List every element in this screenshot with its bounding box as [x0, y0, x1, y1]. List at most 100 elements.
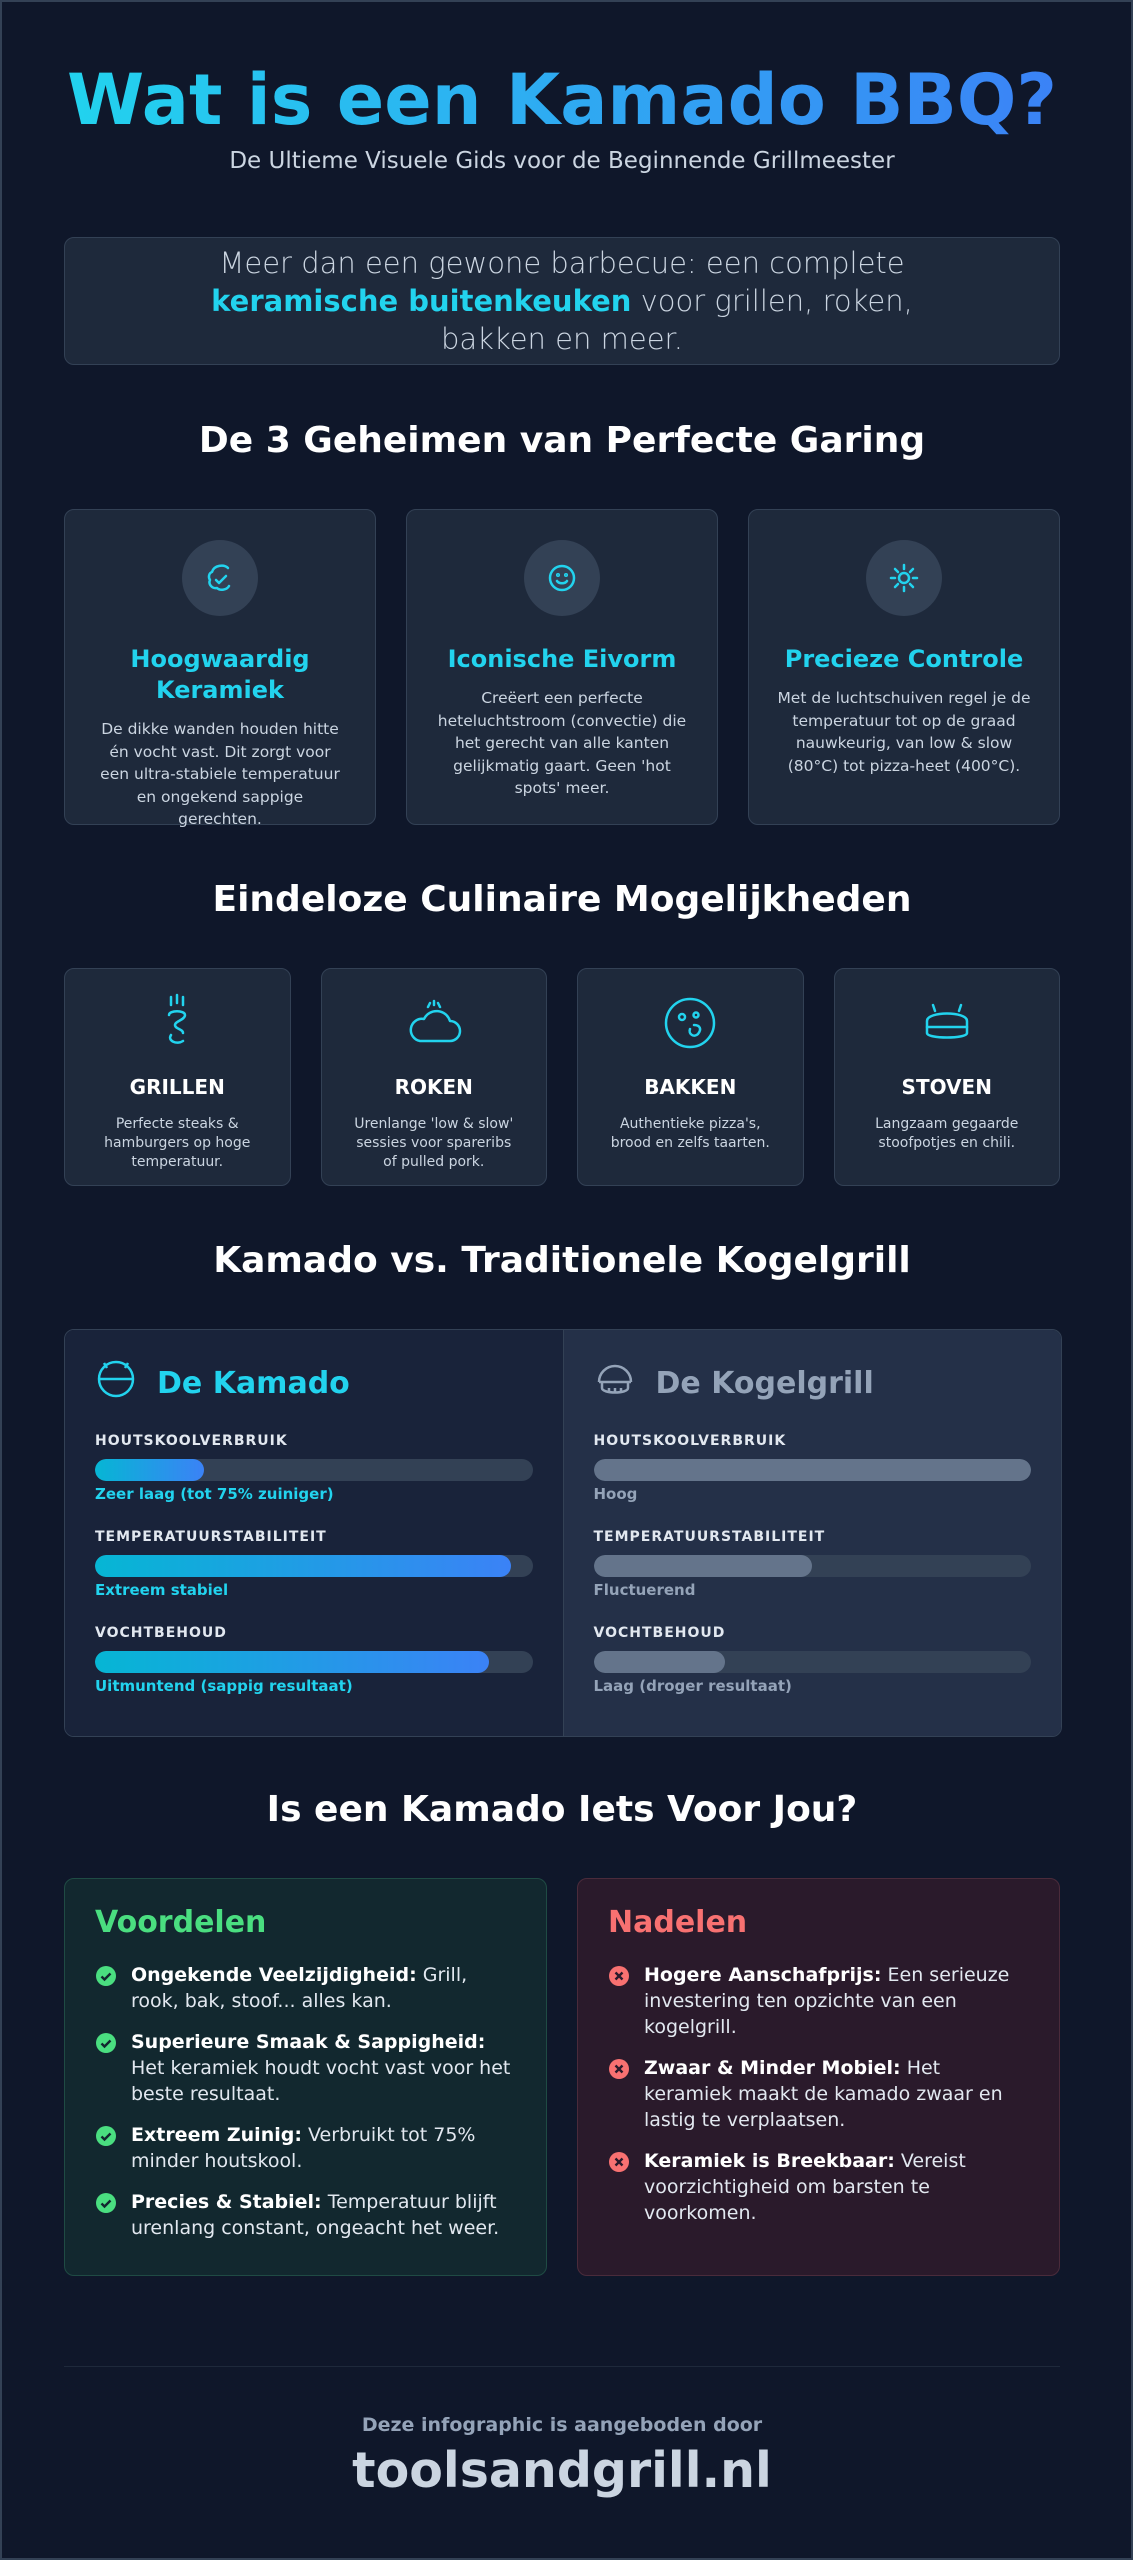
metric-label: HOUTSKOOLVERBRUIK — [593, 1433, 787, 1449]
cons-icon — [608, 1965, 630, 1987]
metric: HOUTSKOOLVERBRUIK Zeer laag (tot 75% zuin… — [95, 1433, 533, 1503]
possibility-text: Urenlange 'low & slow' sessies voor spar… — [354, 1116, 514, 1170]
pros-description: Temperatuur blijft urenlang constant, on… — [131, 2191, 500, 2239]
metric-note: Extreem stabiel — [95, 1581, 229, 1599]
verdict: Voordelen Ongekende Veelzijdigheid: Grill… — [64, 1878, 1060, 2276]
intro-text: Meer dan een gewone barbecue: een comple… — [155, 244, 969, 358]
metric-bar — [593, 1555, 813, 1577]
pros-description: Grill, rook, bak, stoof... alles kan. — [131, 1964, 468, 2012]
secret-card: Hoogwaardig Keramiek De dikke wanden houd… — [64, 509, 376, 828]
possibility-icon — [340, 993, 529, 1053]
pros-icon — [95, 1965, 117, 1987]
comparison-column: De Kamado HOUTSKOOLVERBRUIK Zeer laag (tot… — [65, 1330, 564, 1736]
metric-note: Zeer laag (tot 75% zuiniger) — [95, 1485, 334, 1503]
cons-icon — [608, 2151, 630, 2173]
metric-note: Laag (droger resultaat) — [593, 1677, 792, 1695]
column-name: De Kogelgrill — [655, 1365, 874, 1401]
pros-label: Superieure Smaak & Sappigheid: — [131, 2031, 486, 2053]
possibility-title: STOVEN — [901, 1075, 992, 1099]
secret-card: Precieze Controle Met de luchtschuiven re… — [748, 509, 1060, 825]
comparison-column: De Kogelgrill HOUTSKOOLVERBRUIK Hoog TEMPER… — [563, 1330, 1061, 1736]
secret-text: Met de luchtschuiven regel je de tempera… — [777, 689, 1031, 775]
metric-track — [95, 1651, 533, 1673]
pros-item: Precies & Stabiel: Temperatuur blijft ur… — [95, 2189, 516, 2241]
metric-bar — [593, 1651, 725, 1673]
cons-box: Nadelen Hogere Aanschafprijs: Een serieuz… — [577, 1878, 1060, 2276]
secret-title: Iconische Eivorm — [447, 645, 677, 673]
secret-title: Precieze Controle — [784, 645, 1024, 673]
pros-description: Het keramiek houdt vocht vast voor het b… — [131, 2057, 511, 2105]
possibility-text: Authentieke pizza's, brood en zelfs taar… — [610, 1116, 770, 1151]
secret-title: Hoogwaardig Keramiek — [130, 645, 310, 704]
pros-text: Extreem Zuinig: Verbruikt tot 75% minder… — [131, 2122, 516, 2174]
possibility-title: BAKKEN — [644, 1075, 737, 1099]
cons-item: Hogere Aanschafprijs: Een serieuze inves… — [608, 1962, 1029, 2040]
metric-bar — [95, 1555, 511, 1577]
metric-label: HOUTSKOOLVERBRUIK — [95, 1433, 288, 1449]
pros-text: Precies & Stabiel: Temperatuur blijft ur… — [131, 2189, 516, 2241]
comparison: De Kamado HOUTSKOOLVERBRUIK Zeer laag (tot… — [64, 1329, 1062, 1737]
cons-text: Hogere Aanschafprijs: Een serieuze inves… — [644, 1962, 1029, 2040]
cons-label: Keramiek is Breekbaar: — [644, 2150, 895, 2172]
secret-icon — [524, 540, 600, 616]
cons-item: Zwaar & Minder Mobiel: Het keramiek maak… — [608, 2055, 1029, 2133]
metric: TEMPERATUURSTABILITEIT Fluctuerend — [593, 1529, 1031, 1599]
metric-note: Uitmuntend (sappig resultaat) — [95, 1677, 353, 1695]
secret-card: Iconische Eivorm Creëert een perfecte het… — [406, 509, 718, 825]
section-heading: De 3 Geheimen van Perfecte Garing — [198, 420, 926, 461]
metric-track — [95, 1555, 533, 1577]
metric-label: TEMPERATUURSTABILITEIT — [95, 1529, 327, 1545]
divider — [64, 2366, 1060, 2367]
cons-text: Zwaar & Minder Mobiel: Het keramiek maak… — [644, 2055, 1029, 2133]
secret-icon — [866, 540, 942, 616]
section-heading: Is een Kamado Iets Voor Jou? — [266, 1789, 858, 1830]
possibility-card: BAKKEN Authentieke pizza's, brood en zelf… — [577, 968, 804, 1186]
section-heading: Eindeloze Culinaire Mogelijkheden — [212, 879, 912, 920]
secret-text: De dikke wanden houden hitte én vocht va… — [100, 720, 340, 828]
metric-note: Fluctuerend — [593, 1581, 696, 1599]
intro-before: Meer dan een gewone barbecue: een comple… — [219, 246, 905, 280]
cons-description: Een serieuze investering ten opzichte va… — [644, 1964, 1010, 2038]
pros-description: Verbruikt tot 75% minder houtskool. — [131, 2124, 476, 2172]
possibility-card: GRILLEN Perfecte steaks & hamburgers op h… — [64, 968, 291, 1186]
possibility-cards: GRILLEN Perfecte steaks & hamburgers op h… — [64, 968, 1060, 1186]
metric: VOCHTBEHOUD Uitmuntend (sappig resultaat) — [95, 1625, 533, 1695]
secret-icon — [182, 540, 258, 616]
pros-icon — [95, 2125, 117, 2147]
pros-item: Ongekende Veelzijdigheid: Grill, rook, b… — [95, 1962, 516, 2014]
possibility-text: Perfecte steaks & hamburgers op hoge tem… — [104, 1116, 251, 1170]
metric-note: Hoog — [593, 1485, 638, 1503]
column-icon — [594, 1358, 636, 1408]
cons-icon — [608, 2058, 630, 2080]
metric: VOCHTBEHOUD Laag (droger resultaat) — [593, 1625, 1031, 1695]
cons-description: Vereist voorzichtigheid om barsten te vo… — [644, 2150, 966, 2224]
metric-track — [593, 1651, 1031, 1673]
cons-description: Het keramiek maakt de kamado zwaar en la… — [644, 2057, 1003, 2131]
secret-cards: Hoogwaardig Keramiek De dikke wanden houd… — [64, 509, 1060, 828]
metric-bar — [95, 1459, 205, 1481]
pros-label: Ongekende Veelzijdigheid: — [131, 1964, 417, 1986]
cons-label: Zwaar & Minder Mobiel: — [644, 2057, 901, 2079]
pros-box: Voordelen Ongekende Veelzijdigheid: Grill… — [64, 1878, 547, 2276]
possibility-title: ROKEN — [394, 1075, 473, 1099]
section-heading: Kamado vs. Traditionele Kogelgrill — [213, 1240, 911, 1281]
metric: TEMPERATUURSTABILITEIT Extreem stabiel — [95, 1529, 533, 1599]
pros-item: Superieure Smaak & Sappigheid: Het keram… — [95, 2029, 516, 2107]
intro-highlight: keramische buitenkeuken — [211, 284, 632, 318]
possibility-card: STOVEN Langzaam gegaarde stoofpotjes en c… — [833, 968, 1060, 1186]
pros-icon — [95, 2032, 117, 2054]
title: Wat is een Kamado BBQ? — [64, 52, 1060, 148]
pros-label: Precies & Stabiel: — [131, 2191, 322, 2213]
footer-site: toolsandgrill.nl — [352, 2442, 772, 2499]
possibility-card: ROKEN Urenlange 'low & slow' sessies voor… — [320, 968, 547, 1186]
column-header: De Kamado — [95, 1358, 533, 1408]
metric-track — [593, 1459, 1031, 1481]
metric-bar — [95, 1651, 489, 1673]
footer-credit: Deze infographic is aangeboden door — [361, 2414, 763, 2436]
metric-track — [593, 1555, 1031, 1577]
intro-after: voor grillen, roken, bakken en meer. — [440, 284, 913, 356]
cons-label: Hogere Aanschafprijs: — [644, 1964, 882, 1986]
pros-text: Superieure Smaak & Sappigheid: Het keram… — [131, 2029, 516, 2107]
